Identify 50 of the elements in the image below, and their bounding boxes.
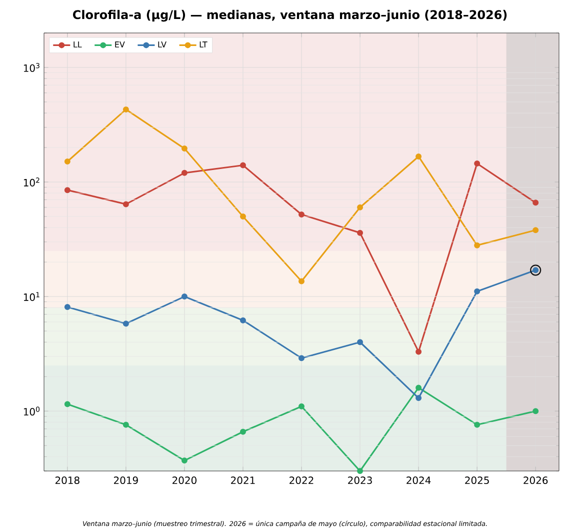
y-tick-label: 10$^{0}$ [24,406,40,416]
point [240,317,246,324]
chart-title: Clorofila-a (µg/L) — medianas, ventana marzo–junio (2018–2026) [73,10,507,22]
x-tick-label: 2018 [55,476,80,484]
x-tick-label: 2026 [524,476,548,484]
point [416,153,422,160]
x-tick-label: 2025 [465,476,489,484]
point [64,401,70,408]
point [474,160,480,167]
point [298,355,305,362]
y-tick-label: 10$^{3}$ [24,62,40,72]
x-tick-label: 2020 [172,476,196,484]
x-tick-label: 2024 [406,476,431,484]
point [122,106,129,112]
point [357,339,364,346]
x-tick-label: 2023 [348,476,372,484]
point [530,264,542,276]
point [64,187,70,194]
y-tick-label: 10$^{1}$ [24,292,40,301]
x-tick-label: 2021 [231,476,255,484]
point [357,468,364,474]
point [416,384,422,391]
point [122,422,129,428]
point [181,294,188,300]
point [240,428,246,435]
point [416,348,422,355]
point [181,458,188,464]
point [181,146,188,152]
point [298,278,305,284]
point [240,162,246,168]
point [298,403,305,410]
point [122,201,129,208]
point [532,200,539,206]
point [122,320,129,327]
point [181,170,188,176]
x-tick-label: 2019 [114,476,138,484]
point [474,242,480,248]
point [416,395,422,402]
point [357,230,364,236]
point [64,158,70,164]
point [474,288,480,294]
point [64,304,70,310]
point [532,408,539,414]
point [357,204,364,210]
point [532,227,539,234]
point [298,212,305,218]
x-tick-label: 2022 [290,476,314,484]
point [474,422,480,428]
point [240,213,246,220]
y-tick-label: 10$^{2}$ [24,178,40,186]
